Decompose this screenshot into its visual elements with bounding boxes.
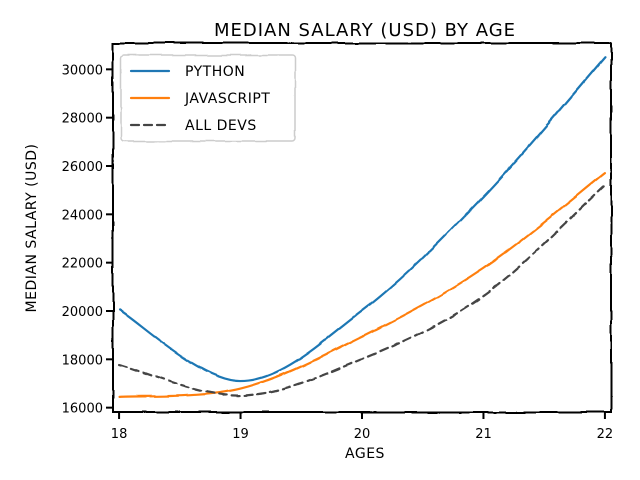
legend-label-2: ALL DEVS <box>185 118 257 134</box>
series-line-0 <box>117 56 607 383</box>
series-line-1 <box>117 172 607 398</box>
series-line-2 <box>117 184 607 397</box>
x-axis: 18 19 20 21 22 <box>111 412 613 442</box>
x-tick-label: 21 <box>475 427 492 442</box>
x-tick-label: 19 <box>232 427 249 442</box>
y-tick-label: 28000 <box>62 112 103 127</box>
y-tick-label: 30000 <box>62 63 103 78</box>
y-tick-label: 20000 <box>62 305 103 320</box>
x-tick-label: 22 <box>597 427 614 442</box>
y-tick-label: 22000 <box>62 257 103 272</box>
legend-box <box>120 54 296 142</box>
y-tick-label: 24000 <box>62 208 103 223</box>
legend: PYTHON JAVASCRIPT ALL DEVS <box>120 54 296 142</box>
y-tick-label: 26000 <box>62 160 103 175</box>
legend-label-1: JAVASCRIPT <box>184 91 270 107</box>
legend-label-0: PYTHON <box>185 64 245 80</box>
plot-area <box>117 56 607 398</box>
y-axis: 16000 18000 20000 22000 24000 26000 28000 30000 <box>62 63 113 417</box>
y-tick-label: 18000 <box>62 353 103 368</box>
x-tick-label: 20 <box>354 427 371 442</box>
chart-title: MEDIAN SALARY (USD) BY AGE <box>214 20 516 41</box>
x-tick-label: 18 <box>111 427 128 442</box>
y-tick-label: 16000 <box>62 402 103 417</box>
x-axis-label: AGES <box>345 446 385 462</box>
y-axis-label: MEDIAN SALARY (USD) <box>24 144 40 313</box>
